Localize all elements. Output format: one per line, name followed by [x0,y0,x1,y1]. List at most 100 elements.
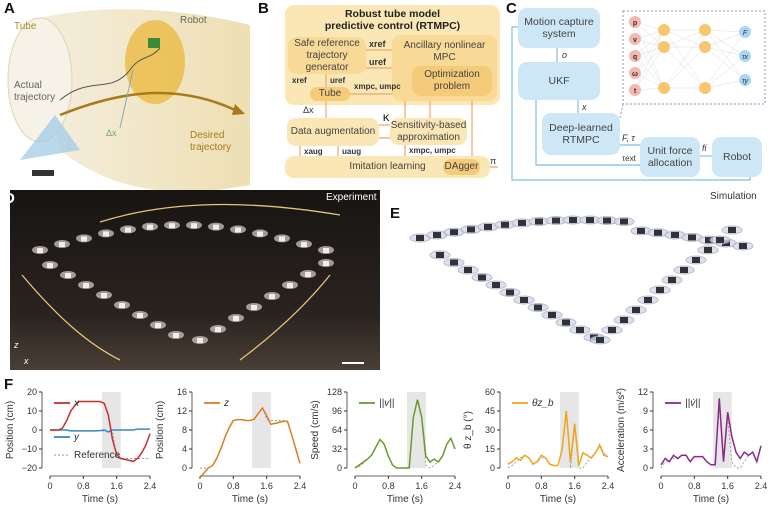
sim-drone-body [433,232,441,239]
sim-drone-wing [443,227,465,237]
nn-connection [704,31,746,48]
drone-body [125,227,131,233]
sim-drone-body [535,218,543,225]
camera-cone [20,115,80,160]
o-label: o [562,50,568,60]
sim-drone-wing [460,224,482,234]
nn-hidden-node [699,24,711,36]
nn-connection [663,29,706,89]
drone-body [251,305,257,310]
drone-wing [210,325,226,333]
nn-connection [704,46,746,57]
y-tick-label: 128 [327,387,342,397]
sim-drone-wing [697,245,719,255]
sim-drone-wing [673,265,695,275]
x-tick-label: 0 [658,481,663,491]
sim-drone-wing [555,318,577,327]
panel-label: D [4,190,15,207]
nn-input-label: t [634,88,637,95]
sim-drone-body [644,297,652,303]
x-mpc-u-mpc-label: xmpc, umpc [354,82,401,91]
experiment-photo [10,190,380,370]
actual-trajectory [59,47,161,101]
nn-output-node [739,50,751,62]
drone-wing [150,321,166,329]
sim-drone-body [632,307,640,313]
x-tick-label: 0.8 [77,481,90,491]
sim-drone-wing [443,258,465,267]
sim-drone-body [416,235,424,241]
drone-wing [228,314,244,322]
drone-wing [318,259,334,267]
y-tick-label: −20 [22,463,37,473]
u-aug-label: uaug [342,147,362,156]
drone-wing [192,336,208,344]
sim-drone-body [671,231,679,238]
optimization-problem-block: Optimization problem [412,66,492,96]
nn-hidden-node [658,24,670,36]
drone-wing [32,246,48,254]
u-ref-label: uref [369,57,387,67]
sim-drone-body [586,217,594,224]
sim-drone-body [739,243,747,249]
drone-body [215,327,221,332]
nn-output-label: τx [742,54,749,61]
nn-connection [634,55,665,89]
sim-drone-body [608,327,616,333]
sim-drone-wing [698,235,720,245]
drone-body [287,283,293,288]
x-tick-label: 1.6 [415,481,428,491]
y-tick-label: 0 [337,463,342,473]
drone-wing [120,225,136,234]
drone-wing [168,331,184,339]
y-tick-label: 16 [177,387,187,397]
x-tick-label: 1.6 [260,481,273,491]
drone-wing [98,229,114,238]
drone-body [101,293,107,298]
drone-wing [246,303,262,311]
x-tick-label: 0.8 [227,481,240,491]
y-tick-label: 0 [182,463,187,473]
drone-body [235,227,241,233]
sim-drone-wing [477,222,499,232]
legend-label: ||v|| [379,398,394,409]
drone-body [213,224,219,230]
sim-drone-wing [589,335,611,345]
nn-input-node [629,50,641,62]
x-tick-label: 0.8 [382,481,395,491]
x-tick-label: 0 [352,481,357,491]
nn-connection [634,21,665,89]
x-tick-label: 0 [197,481,202,491]
sim-drone-wing [569,325,591,335]
x-ref-label: xref [369,39,386,49]
legend-label: x [73,398,80,409]
y-axis-label: Speed (cm/s) [310,400,321,459]
deep-learned-rtmpc-block: Deep-learned RTMPC [542,113,620,155]
nn-connection [663,46,706,89]
nn-connection [634,72,665,89]
series-line-v [354,399,456,469]
y-tick-label: 12 [177,406,187,416]
y-axis-label: Position (cm) [5,401,16,459]
drone-body [103,231,109,237]
rtmpc-title-line2: predictive control (RTMPC) [324,20,461,32]
x-axis-label: Time (s) [387,494,423,505]
nn-hidden-node [658,41,670,53]
sim-drone-wing [545,216,567,226]
x-tick-label: 2.4 [602,481,615,491]
sim-drone-wing [511,218,533,228]
y-axis-label: Acceleration (m/s²) [616,388,627,472]
x-aug-label: xaug [304,147,323,156]
nn-connection [634,29,665,57]
nn-connection [704,55,746,89]
drone-body [83,283,89,288]
sim-drone-body [450,259,458,266]
rtmpc-title-line1: Robust tube model [344,8,441,20]
drone-wing [114,301,130,309]
u-ref-label-2: uref [330,76,346,85]
panel-label: A [4,0,15,17]
drone-wing [230,225,246,234]
drone-body [323,248,329,253]
nn-connection [704,29,746,33]
nn-input-label: p [633,20,637,27]
